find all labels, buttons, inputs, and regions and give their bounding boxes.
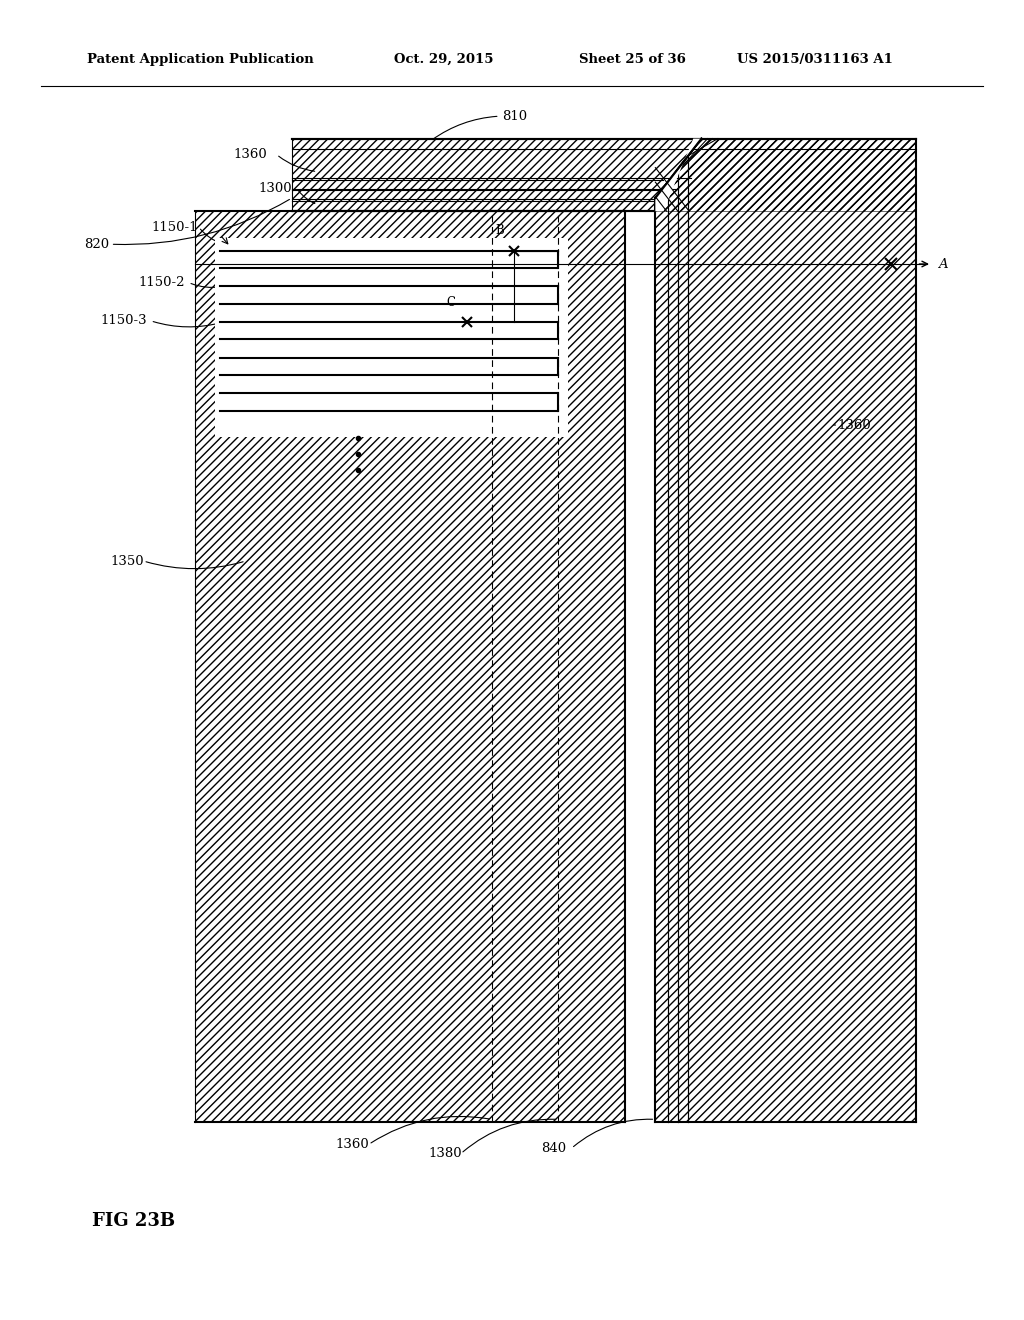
Text: 1150-2: 1150-2: [138, 276, 184, 289]
Polygon shape: [655, 139, 916, 1122]
Polygon shape: [215, 238, 568, 437]
Text: Oct. 29, 2015: Oct. 29, 2015: [394, 53, 494, 66]
Text: US 2015/0311163 A1: US 2015/0311163 A1: [737, 53, 893, 66]
Polygon shape: [655, 139, 701, 211]
Text: 1360: 1360: [233, 148, 267, 161]
Text: 1300: 1300: [258, 182, 292, 195]
Text: B: B: [496, 224, 505, 238]
Text: C: C: [446, 296, 456, 309]
Text: 1360: 1360: [838, 418, 871, 432]
Text: 1350: 1350: [111, 554, 144, 568]
Text: 1360: 1360: [336, 1138, 370, 1151]
Text: 810: 810: [502, 110, 527, 123]
Text: FIG 23B: FIG 23B: [92, 1212, 175, 1230]
Text: 820: 820: [84, 238, 110, 251]
Text: 1150-3: 1150-3: [100, 314, 147, 327]
Text: 1380: 1380: [428, 1147, 462, 1160]
Polygon shape: [195, 211, 625, 1122]
Text: Sheet 25 of 36: Sheet 25 of 36: [579, 53, 685, 66]
Polygon shape: [292, 139, 916, 211]
Text: A: A: [938, 257, 947, 271]
Text: 840: 840: [541, 1142, 566, 1155]
Text: 1150-1: 1150-1: [152, 220, 198, 234]
Text: Patent Application Publication: Patent Application Publication: [87, 53, 313, 66]
